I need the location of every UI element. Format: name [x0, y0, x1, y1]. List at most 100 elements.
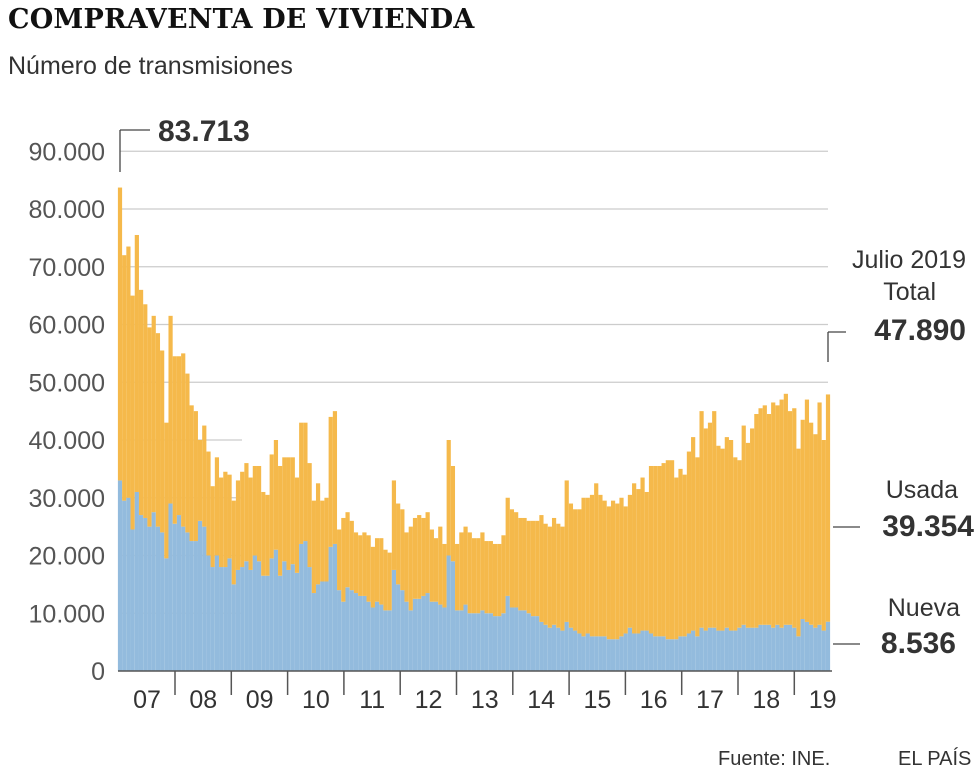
- bar-nueva: [724, 627, 729, 671]
- bar-nueva: [602, 636, 607, 671]
- bar-usada: [665, 460, 670, 640]
- bar-nueva: [509, 607, 515, 671]
- last-total-value: 47.890: [874, 314, 966, 347]
- bar-usada: [514, 512, 519, 608]
- y-tick-label: 10.000: [29, 600, 105, 628]
- bar-usada: [433, 538, 439, 602]
- bar-usada: [147, 327, 152, 527]
- x-tick-label: 14: [527, 686, 555, 714]
- bar-usada: [299, 422, 304, 544]
- x-tick-label: 09: [246, 686, 274, 714]
- bar-nueva: [143, 517, 148, 671]
- x-tick-label: 11: [359, 686, 385, 714]
- y-tick-label: 30.000: [29, 485, 105, 513]
- bar-nueva: [332, 543, 338, 671]
- bar-usada: [269, 454, 274, 559]
- bar-nueva: [164, 558, 169, 671]
- bar-nueva: [653, 636, 658, 671]
- bar-nueva: [741, 624, 746, 671]
- bar-nueva: [168, 503, 173, 671]
- bar-nueva: [691, 630, 696, 671]
- bar-nueva: [442, 607, 447, 671]
- bar-usada: [543, 523, 548, 625]
- bar-nueva: [733, 630, 738, 671]
- bar-usada: [564, 480, 569, 622]
- bar-nueva: [126, 497, 131, 671]
- bar-usada: [206, 451, 211, 556]
- bar-nueva: [716, 630, 721, 671]
- bar-usada: [256, 465, 262, 562]
- bar-nueva: [214, 555, 220, 671]
- y-tick-label: 60.000: [29, 312, 105, 340]
- bar-nueva: [130, 529, 135, 671]
- bar-nueva: [728, 630, 734, 671]
- bar-usada: [417, 515, 422, 599]
- bar-usada: [754, 414, 759, 628]
- bar-nueva: [530, 616, 536, 671]
- bar-usada: [627, 494, 633, 628]
- bar-usada: [421, 517, 426, 596]
- bar-usada: [328, 416, 333, 547]
- bar-nueva: [758, 624, 763, 671]
- y-tick-label: 80.000: [29, 196, 105, 224]
- bar-usada: [168, 315, 173, 504]
- bar-nueva: [661, 636, 666, 671]
- bar-usada: [261, 491, 266, 576]
- bar-usada: [370, 546, 375, 608]
- bar-usada: [117, 187, 123, 481]
- bar-usada: [273, 440, 279, 550]
- bar-usada: [337, 529, 342, 591]
- y-tick-label: 0: [91, 658, 105, 686]
- bar-nueva: [446, 555, 451, 671]
- bar-usada: [648, 465, 654, 634]
- x-tick-label: 19: [809, 686, 837, 714]
- bar-nueva: [610, 639, 616, 671]
- bar-nueva: [324, 581, 329, 671]
- bar-nueva: [699, 627, 704, 671]
- bar-nueva: [269, 558, 274, 671]
- bar-nueva: [134, 491, 139, 671]
- bar-usada: [219, 477, 224, 568]
- bar-usada: [311, 500, 316, 594]
- bar-nueva: [712, 627, 717, 671]
- bar-usada: [210, 486, 215, 568]
- bar-nueva: [589, 636, 595, 671]
- bar-nueva: [492, 616, 498, 671]
- bar-usada: [674, 477, 679, 640]
- bar-usada: [126, 246, 131, 498]
- bar-usada: [703, 428, 708, 631]
- bar-usada: [661, 463, 666, 637]
- bar-usada: [181, 353, 186, 527]
- bar-usada: [278, 465, 283, 576]
- bar-usada: [551, 517, 557, 625]
- chart-subtitle: Número de transmisiones: [8, 52, 293, 80]
- bar-usada: [606, 506, 611, 640]
- bar-usada: [408, 526, 413, 611]
- bar-usada: [691, 437, 696, 631]
- bar-nueva: [627, 627, 633, 671]
- bar-nueva: [261, 575, 266, 671]
- bar-nueva: [543, 624, 548, 671]
- x-tick-label: 18: [752, 686, 780, 714]
- bar-nueva: [615, 639, 620, 671]
- usada-series-label: Usada: [886, 476, 958, 504]
- bar-usada: [492, 543, 498, 617]
- bar-usada: [573, 509, 578, 631]
- bar-nueva: [197, 520, 203, 671]
- bar-nueva: [417, 598, 422, 671]
- bar-usada: [122, 255, 127, 501]
- y-tick-label: 50.000: [29, 369, 105, 397]
- bar-usada: [252, 465, 257, 556]
- bar-nueva: [526, 613, 531, 671]
- bar-nueva: [497, 616, 502, 671]
- bar-usada: [800, 419, 805, 620]
- y-tick-label: 70.000: [29, 254, 105, 282]
- bar-nueva: [189, 541, 194, 671]
- bar-nueva: [299, 543, 304, 671]
- bar-usada: [657, 465, 662, 637]
- x-tick-label: 08: [189, 686, 217, 714]
- bar-usada: [623, 506, 628, 634]
- bar-usada: [320, 500, 325, 582]
- bar-usada: [197, 440, 203, 521]
